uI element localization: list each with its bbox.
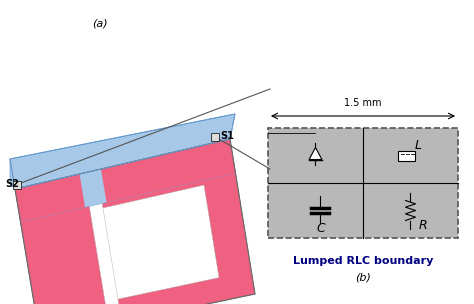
Polygon shape	[309, 147, 322, 160]
Polygon shape	[97, 185, 219, 300]
Text: Lumped RLC boundary: Lumped RLC boundary	[293, 256, 433, 266]
Bar	[211, 133, 219, 141]
Polygon shape	[15, 174, 85, 222]
Polygon shape	[10, 159, 15, 189]
Text: 1.5 mm: 1.5 mm	[344, 98, 382, 108]
Text: (a): (a)	[92, 19, 108, 29]
Text: R: R	[418, 219, 427, 232]
Text: (b): (b)	[355, 273, 371, 283]
Polygon shape	[101, 139, 236, 202]
Text: S2: S2	[5, 179, 19, 189]
Polygon shape	[15, 139, 255, 304]
Polygon shape	[85, 178, 119, 304]
Bar	[268, 128, 458, 238]
Bar	[399, 150, 416, 161]
Polygon shape	[15, 139, 236, 222]
Polygon shape	[10, 114, 235, 189]
Text: C: C	[316, 222, 325, 235]
Text: L: L	[415, 139, 422, 152]
Bar	[13, 181, 21, 189]
Text: S1: S1	[220, 131, 234, 141]
